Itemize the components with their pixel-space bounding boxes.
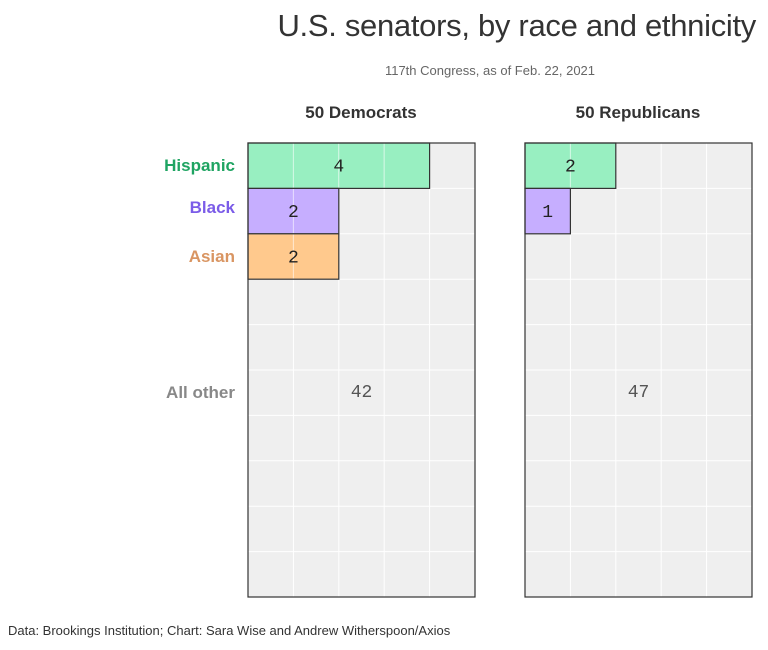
- category-label-hispanic: Hispanic: [164, 156, 235, 175]
- category-label-black: Black: [189, 198, 235, 217]
- waffle-square-black: [292, 187, 340, 235]
- panel-title-democrats: 50 Democrats: [305, 103, 417, 122]
- waffle-square-hispanic: [524, 142, 571, 189]
- category-label-all-other: All other: [166, 383, 235, 402]
- value-label-hispanic-republicans: 2: [565, 157, 576, 177]
- waffle-square-black: [247, 187, 294, 235]
- value-label-all-other-republicans: 47: [628, 383, 650, 403]
- bar-black-democrats: [247, 187, 340, 235]
- waffle-square-hispanic: [338, 142, 385, 189]
- chart-subtitle: 117th Congress, as of Feb. 22, 2021: [384, 63, 596, 78]
- panel-border-democrats: [247, 142, 476, 598]
- value-label-black-republicans: 1: [542, 203, 553, 223]
- waffle-square-hispanic: [569, 142, 617, 189]
- value-label-asian-democrats: 2: [288, 248, 299, 268]
- value-label-hispanic-democrats: 4: [333, 157, 344, 177]
- value-label-black-democrats: 2: [288, 203, 299, 223]
- panel-border-republicans: [524, 142, 753, 598]
- bar-black-republicans: [524, 187, 572, 235]
- value-label-all-other-democrats: 42: [351, 383, 373, 403]
- source-credit: Data: Brookings Institution; Chart: Sara…: [8, 623, 451, 638]
- bar-asian-democrats: [247, 233, 340, 280]
- waffle-square-hispanic: [383, 142, 431, 189]
- category-label-asian: Asian: [188, 247, 235, 266]
- waffle-square-asian: [292, 233, 340, 280]
- waffle-square-hispanic: [247, 142, 294, 189]
- chart-title: U.S. senators, by race and ethnicity: [277, 8, 756, 43]
- panel-title-republicans: 50 Republicans: [575, 103, 701, 122]
- waffle-square-asian: [247, 233, 294, 280]
- waffle-square-hispanic: [292, 142, 340, 189]
